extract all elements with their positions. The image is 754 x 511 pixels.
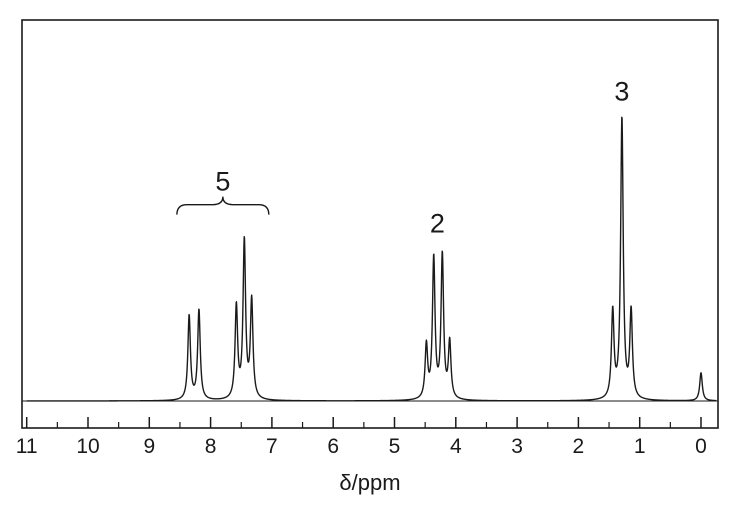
x-tick-label: 8 [205,435,217,458]
spectrum-line [26,116,717,402]
peak-group-bracket [176,196,270,215]
x-tick-label: 11 [16,435,38,458]
peak-annotation-label: 2 [430,208,445,238]
x-tick-label: 10 [76,435,99,458]
peak-annotation-label: 5 [215,167,230,197]
x-tick-label: 0 [695,435,707,458]
x-axis-title: δ/ppm [339,470,400,495]
x-tick-label: 2 [573,435,585,458]
x-tick-label: 5 [389,435,401,458]
peak-annotation-label: 3 [614,76,629,106]
x-tick-label: 1 [634,435,646,458]
x-tick-label: 6 [327,435,339,458]
peak-annotations: 5 2 3 [176,76,629,238]
x-tick-label: 7 [266,435,278,458]
plot-frame [21,19,719,429]
x-axis-ticks [25,417,702,428]
x-tick-label: 9 [143,435,155,458]
x-tick-label: 3 [511,435,523,458]
x-tick-label: 4 [450,435,462,458]
x-axis-tick-labels: 11 10 9 8 7 6 5 4 3 2 1 0 [16,435,707,458]
